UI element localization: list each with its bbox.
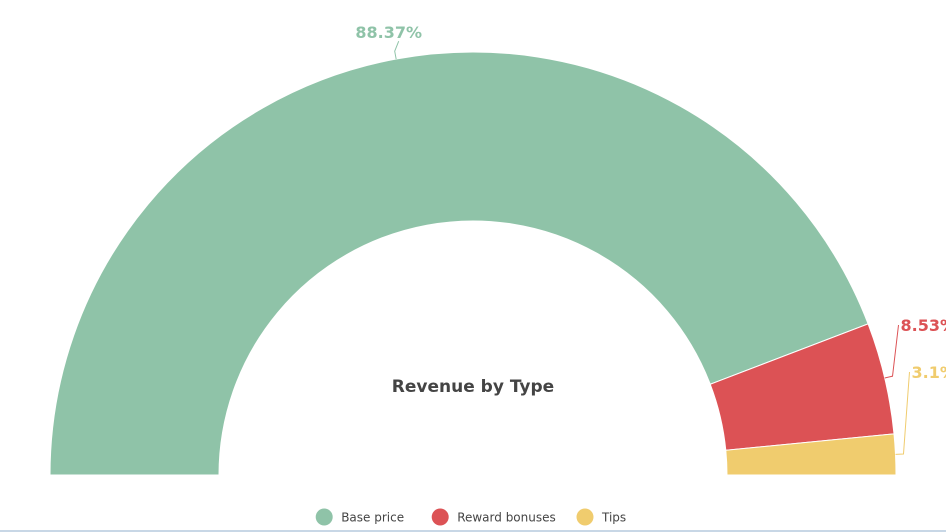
data-labels: 88.37% 8.53% 3.1% (355, 23, 946, 382)
slice-tips[interactable] (725, 433, 897, 476)
legend-label-reward-bonuses: Reward bonuses (457, 511, 556, 525)
legend-marker-tips (576, 508, 594, 526)
chart-center-title: Revenue by Type (392, 377, 554, 397)
bottom-divider (0, 530, 946, 532)
label-connectors (394, 40, 910, 455)
data-label-base-price: 88.37% (355, 23, 422, 42)
slice-base-price[interactable] (49, 51, 869, 476)
chart-slices (49, 51, 897, 476)
connector-base-price (394, 40, 400, 60)
legend-item-tips[interactable]: Tips (576, 508, 627, 526)
legend-label-base-price: Base price (341, 511, 404, 525)
legend-label-tips: Tips (601, 511, 626, 525)
legend-marker-base-price (315, 508, 333, 526)
data-label-reward-bonuses: 8.53% (901, 316, 946, 335)
data-label-tips: 3.1% (911, 363, 946, 382)
legend-item-base-price[interactable]: Base price (315, 508, 404, 526)
connector-reward-bonuses (884, 324, 900, 379)
chart-legend: Base price Reward bonuses Tips (315, 508, 627, 526)
legend-marker-reward-bonuses (431, 508, 449, 526)
connector-tips (895, 371, 910, 455)
legend-item-reward-bonuses[interactable]: Reward bonuses (431, 508, 556, 526)
